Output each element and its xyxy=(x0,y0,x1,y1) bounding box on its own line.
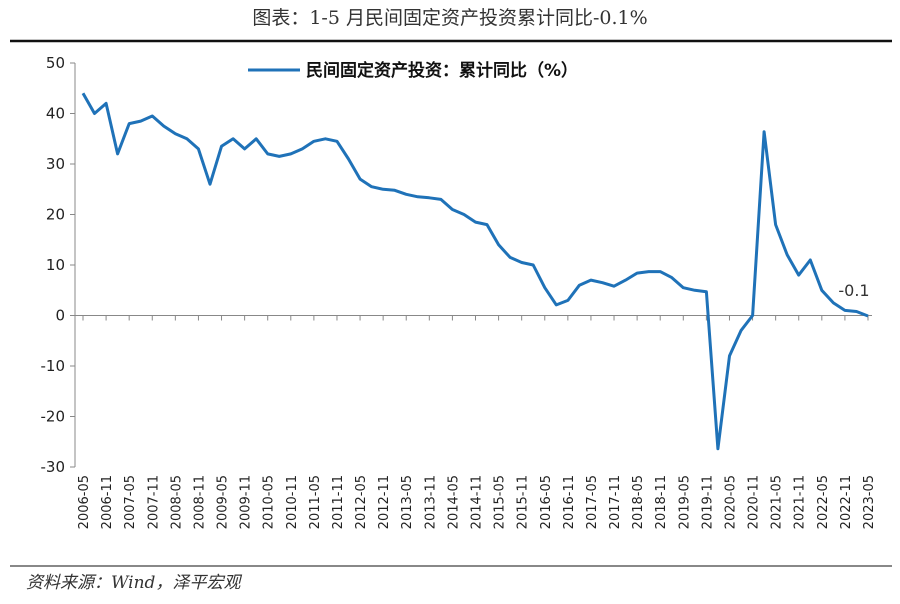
annotation: -0.1 xyxy=(838,281,869,300)
x-tick-label: 2008-05 xyxy=(169,475,184,529)
chart-title: 图表：1-5 月民间固定资产投资累计同比-0.1% xyxy=(252,7,647,29)
x-tick-label: 2016-05 xyxy=(539,475,554,529)
y-tick-label: 20 xyxy=(46,206,65,224)
x-tick-label: 2010-05 xyxy=(262,475,277,529)
y-tick-label: 30 xyxy=(46,155,65,173)
x-tick-label: 2020-11 xyxy=(747,475,762,529)
y-tick-label: 10 xyxy=(46,256,65,274)
x-tick-label: 2009-05 xyxy=(216,475,231,529)
x-tick-label: 2021-11 xyxy=(793,475,808,529)
x-tick-label: 2015-05 xyxy=(493,475,508,529)
x-tick-label: 2009-11 xyxy=(239,475,254,529)
x-tick-label: 2006-05 xyxy=(77,475,92,529)
y-tick-label: 0 xyxy=(55,307,65,325)
x-tick-label: 2016-11 xyxy=(562,475,577,529)
y-tick-label: -30 xyxy=(41,458,66,476)
x-tick-label: 2017-05 xyxy=(585,475,600,529)
y-tick-label: 50 xyxy=(46,54,65,72)
x-tick-label: 2011-05 xyxy=(308,475,323,529)
x-tick-label: 2018-05 xyxy=(631,475,646,529)
x-tick-label: 2017-11 xyxy=(608,475,623,529)
x-tick-label: 2007-05 xyxy=(123,475,138,529)
legend-label: 民间固定资产投资：累计同比（%） xyxy=(306,60,578,81)
x-tick-label: 2012-11 xyxy=(377,475,392,529)
x-tick-label: 2011-11 xyxy=(331,475,346,529)
x-tick-label: 2022-05 xyxy=(816,475,831,529)
x-tick-label: 2022-11 xyxy=(839,475,854,529)
x-tick-label: 2014-05 xyxy=(446,475,461,529)
x-tick-label: 2020-05 xyxy=(723,475,738,529)
x-tick-label: 2023-05 xyxy=(862,475,877,529)
y-tick-label: -20 xyxy=(41,408,66,426)
x-tick-label: 2007-11 xyxy=(146,475,161,529)
x-tick-label: 2018-11 xyxy=(654,475,669,529)
x-tick-label: 2015-11 xyxy=(516,475,531,529)
y-tick-label: 40 xyxy=(46,105,65,123)
x-tick-label: 2019-05 xyxy=(677,475,692,529)
series-line xyxy=(81,92,869,451)
x-tick-label: 2006-11 xyxy=(100,475,115,529)
x-tick-label: 2010-11 xyxy=(285,475,300,529)
source: 资料来源：Wind，泽平宏观 xyxy=(26,573,242,593)
x-tick-label: 2013-05 xyxy=(400,475,415,529)
x-tick-label: 2012-05 xyxy=(354,475,369,529)
y-tick-label: -10 xyxy=(41,357,66,375)
x-tick-label: 2019-11 xyxy=(700,475,715,529)
x-tick-label: 2008-11 xyxy=(192,475,207,529)
x-tick-label: 2013-11 xyxy=(423,475,438,529)
x-tick-label: 2014-11 xyxy=(470,475,485,529)
x-tick-label: 2021-05 xyxy=(770,475,785,529)
